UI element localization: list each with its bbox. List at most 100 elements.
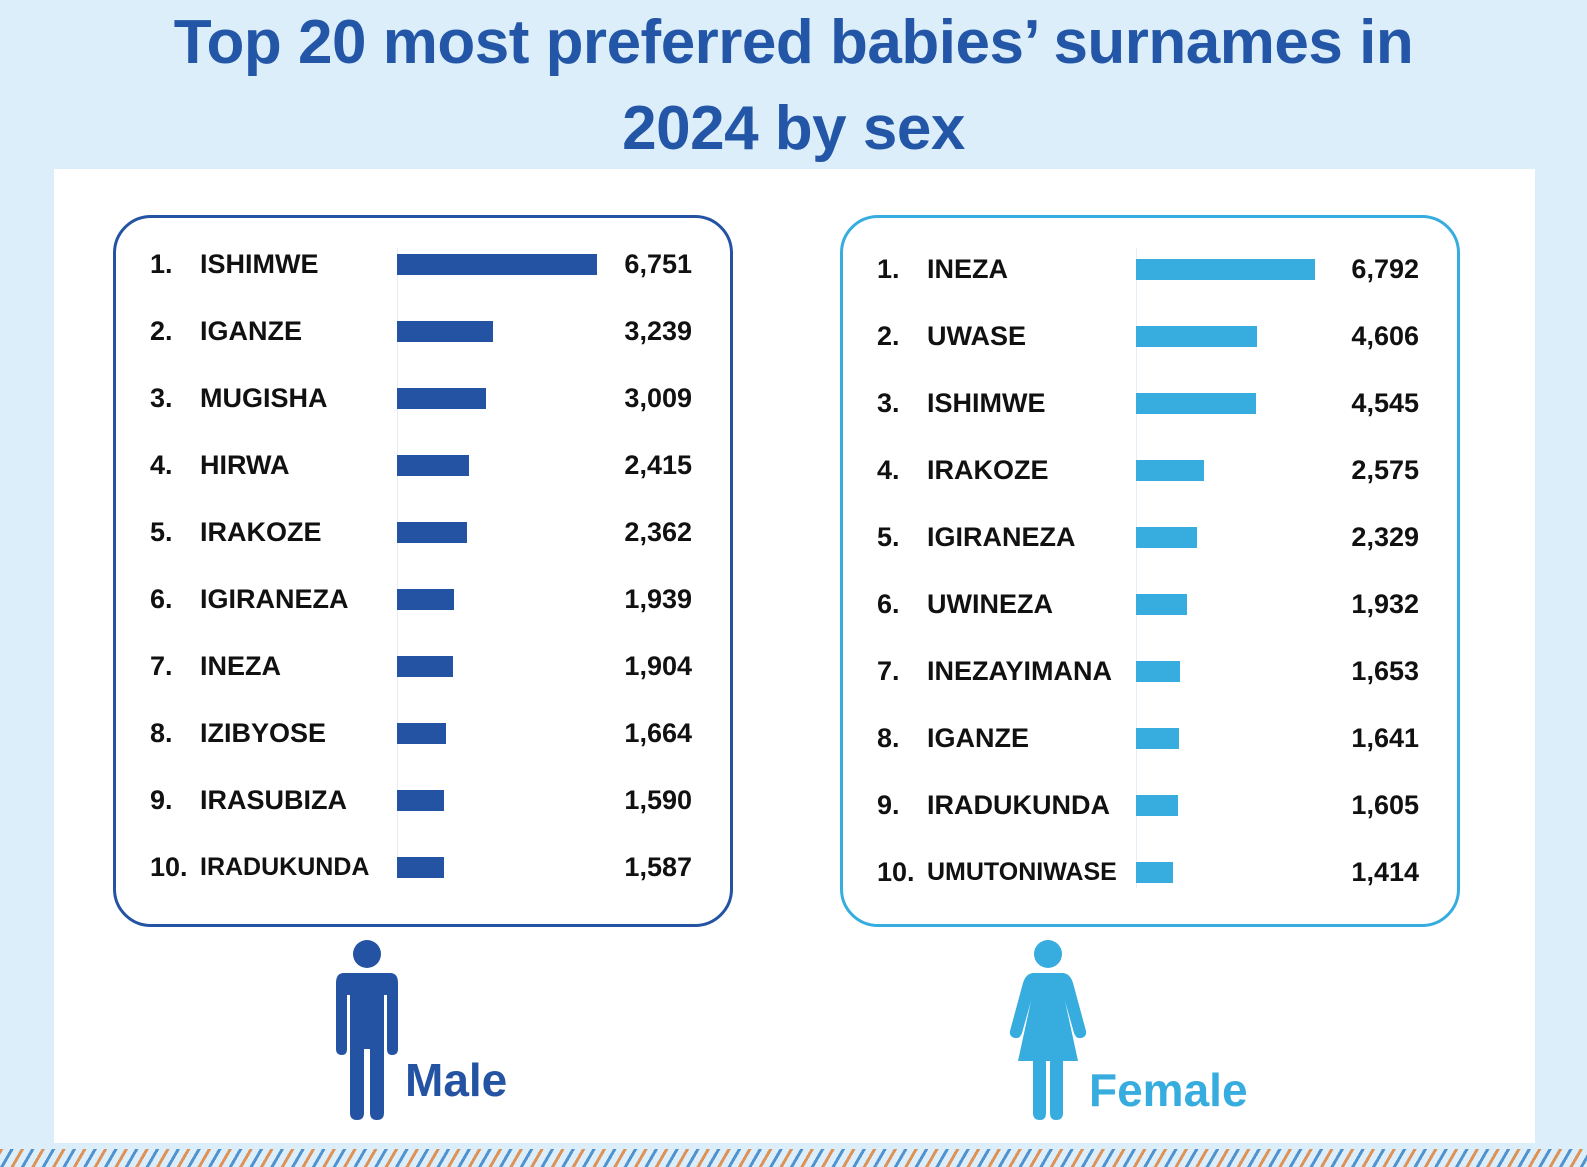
female-rank-label: 1. bbox=[877, 254, 900, 284]
female-axis-line bbox=[1136, 248, 1137, 888]
male-bar bbox=[397, 455, 469, 476]
female-row: 9. IRADUKUNDA 1,605 bbox=[843, 785, 1457, 825]
female-name-label: INEZAYIMANA bbox=[927, 656, 1113, 686]
female-rank-label: 2. bbox=[877, 321, 900, 351]
female-row: 3. ISHIMWE 4,545 bbox=[843, 383, 1457, 423]
male-bar-rows: 1. ISHIMWE 6,751 2. IGANZE 3,239 3. MUGISHA 3,00… bbox=[116, 218, 730, 924]
male-label: Male bbox=[405, 1054, 508, 1106]
female-row: 8. IGANZE 1,641 bbox=[843, 718, 1457, 758]
female-rank-label: 7. bbox=[877, 656, 900, 686]
male-bar bbox=[397, 388, 487, 409]
male-row: 1. ISHIMWE 6,751 bbox=[116, 244, 730, 284]
female-rank-label: 10. bbox=[877, 857, 915, 887]
female-value-label: 6,792 bbox=[1351, 254, 1419, 284]
female-value-label: 4,545 bbox=[1351, 388, 1419, 418]
male-rank-label: 8. bbox=[150, 718, 173, 748]
male-value-label: 1,664 bbox=[624, 718, 692, 748]
female-bar bbox=[1136, 393, 1256, 414]
male-rank-label: 3. bbox=[150, 383, 173, 413]
male-row: 9. IRASUBIZA 1,590 bbox=[116, 780, 730, 820]
male-name-label: HIRWA bbox=[200, 450, 290, 480]
male-rank-label: 9. bbox=[150, 785, 173, 815]
male-row: 2. IGANZE 3,239 bbox=[116, 311, 730, 351]
female-rank-label: 6. bbox=[877, 589, 900, 619]
female-value-label: 1,932 bbox=[1351, 589, 1419, 619]
male-axis-line bbox=[397, 248, 398, 878]
male-person-icon bbox=[336, 940, 398, 1120]
female-bar bbox=[1136, 259, 1315, 280]
female-bar-rows: 1. INEZA 6,792 2. UWASE 4,606 3. ISHIMWE 4,545 4.… bbox=[843, 218, 1457, 924]
female-rank-label: 9. bbox=[877, 790, 900, 820]
female-rank-label: 5. bbox=[877, 522, 900, 552]
male-rank-label: 7. bbox=[150, 651, 173, 681]
female-bar bbox=[1136, 460, 1204, 481]
male-bar bbox=[397, 656, 454, 677]
female-chart-box: 1. INEZA 6,792 2. UWASE 4,606 3. ISHIMWE 4,545 4.… bbox=[840, 215, 1460, 927]
female-row: 5. IGIRANEZA 2,329 bbox=[843, 517, 1457, 557]
male-rank-label: 2. bbox=[150, 316, 173, 346]
male-value-label: 1,904 bbox=[624, 651, 692, 681]
female-name-label: IGANZE bbox=[927, 723, 1030, 753]
male-rank-label: 6. bbox=[150, 584, 173, 614]
female-name-label: INEZA bbox=[927, 254, 1008, 284]
male-rank-label: 1. bbox=[150, 249, 173, 279]
male-bar bbox=[397, 321, 493, 342]
male-name-label: INEZA bbox=[200, 651, 281, 681]
female-rank-label: 3. bbox=[877, 388, 900, 418]
female-value-label: 2,575 bbox=[1351, 455, 1419, 485]
female-value-label: 1,653 bbox=[1351, 656, 1419, 686]
male-bar bbox=[397, 857, 444, 878]
male-bar bbox=[397, 589, 455, 610]
male-value-label: 3,239 bbox=[624, 316, 692, 346]
female-name-label: UMUTONIWASE bbox=[927, 858, 1117, 886]
female-name-label: UWASE bbox=[927, 321, 1027, 351]
male-bar bbox=[397, 254, 597, 275]
female-row: 6. UWINEZA 1,932 bbox=[843, 584, 1457, 624]
male-chart-box: 1. ISHIMWE 6,751 2. IGANZE 3,239 3. MUGISHA 3,00… bbox=[113, 215, 733, 927]
female-bar bbox=[1136, 661, 1180, 682]
male-value-label: 2,362 bbox=[624, 517, 692, 547]
female-row: 10. UMUTONIWASE 1,414 bbox=[843, 852, 1457, 892]
male-name-label: MUGISHA bbox=[200, 383, 328, 413]
female-name-label: ISHIMWE bbox=[927, 388, 1046, 418]
male-name-label: IZIBYOSE bbox=[200, 718, 327, 748]
female-value-label: 2,329 bbox=[1351, 522, 1419, 552]
male-row: 4. HIRWA 2,415 bbox=[116, 445, 730, 485]
male-name-label: IGIRANEZA bbox=[200, 584, 349, 614]
decorative-border bbox=[0, 1149, 1587, 1167]
female-name-label: UWINEZA bbox=[927, 589, 1053, 619]
female-bar bbox=[1136, 527, 1198, 548]
female-bar bbox=[1136, 594, 1187, 615]
male-row: 10. IRADUKUNDA 1,587 bbox=[116, 847, 730, 887]
male-row: 7. INEZA 1,904 bbox=[116, 646, 730, 686]
male-name-label: IGANZE bbox=[200, 316, 303, 346]
chart-panel: 1. ISHIMWE 6,751 2. IGANZE 3,239 3. MUGISHA 3,00… bbox=[54, 169, 1535, 1143]
male-rank-label: 4. bbox=[150, 450, 173, 480]
male-value-label: 1,587 bbox=[624, 852, 692, 882]
male-name-label: IRAKOZE bbox=[200, 517, 322, 547]
female-bar bbox=[1136, 326, 1258, 347]
female-row: 7. INEZAYIMANA 1,653 bbox=[843, 651, 1457, 691]
female-label: Female bbox=[1089, 1064, 1248, 1116]
male-bar bbox=[397, 790, 445, 811]
male-value-label: 1,939 bbox=[624, 584, 692, 614]
female-rank-label: 8. bbox=[877, 723, 900, 753]
male-value-label: 1,590 bbox=[624, 785, 692, 815]
male-name-label: IRADUKUNDA bbox=[200, 853, 370, 881]
male-bar bbox=[397, 723, 447, 744]
female-name-label: IRAKOZE bbox=[927, 455, 1049, 485]
male-value-label: 2,415 bbox=[624, 450, 692, 480]
female-bar bbox=[1136, 728, 1180, 749]
female-name-label: IGIRANEZA bbox=[927, 522, 1076, 552]
female-rank-label: 4. bbox=[877, 455, 900, 485]
chart-title-line-2: 2024 by sex bbox=[622, 94, 965, 163]
female-value-label: 1,414 bbox=[1351, 857, 1419, 887]
male-row: 6. IGIRANEZA 1,939 bbox=[116, 579, 730, 619]
male-name-label: ISHIMWE bbox=[200, 249, 319, 279]
female-bar bbox=[1136, 862, 1174, 883]
male-value-label: 3,009 bbox=[624, 383, 692, 413]
female-row: 4. IRAKOZE 2,575 bbox=[843, 450, 1457, 490]
male-bar bbox=[397, 522, 467, 543]
female-name-label: IRADUKUNDA bbox=[927, 790, 1110, 820]
female-value-label: 1,605 bbox=[1351, 790, 1419, 820]
